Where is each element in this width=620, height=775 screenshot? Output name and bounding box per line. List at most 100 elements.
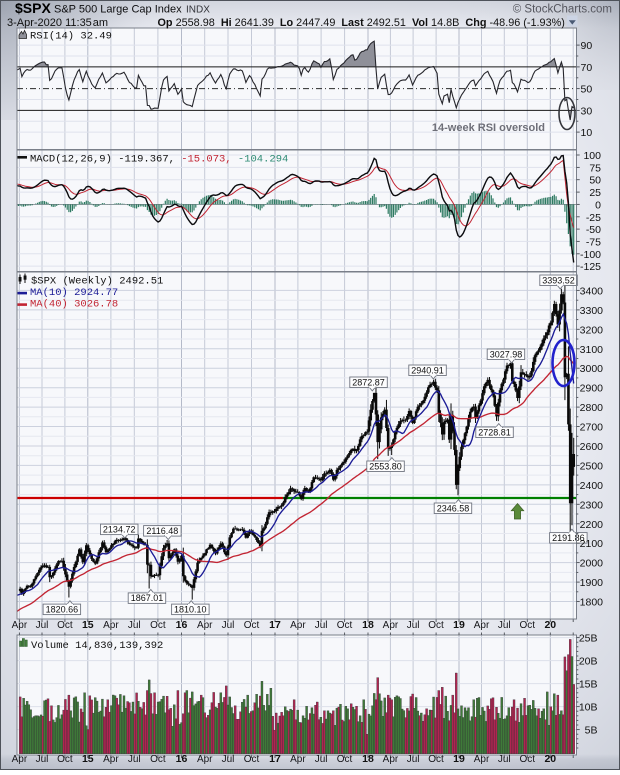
svg-text:Apr: Apr — [103, 620, 119, 631]
svg-text:Jul: Jul — [128, 620, 141, 631]
svg-text:1800: 1800 — [580, 597, 604, 609]
svg-text:16: 16 — [176, 753, 188, 765]
svg-text:20: 20 — [544, 619, 556, 631]
svg-text:Jul: Jul — [315, 754, 328, 765]
svg-text:Jul: Jul — [407, 754, 420, 765]
svg-text:2553.80: 2553.80 — [369, 461, 402, 471]
svg-text:$SPX (Weekly) 2492.51: $SPX (Weekly) 2492.51 — [31, 276, 163, 288]
svg-text:Apr: Apr — [290, 620, 306, 631]
svg-text:17: 17 — [269, 619, 281, 631]
svg-text:17: 17 — [269, 753, 281, 765]
svg-text:2191.86: 2191.86 — [552, 533, 585, 543]
svg-text:2940.91: 2940.91 — [411, 365, 444, 375]
svg-text:Jul: Jul — [222, 620, 235, 631]
svg-text:Oct: Oct — [337, 620, 353, 631]
svg-text:19: 19 — [453, 619, 465, 631]
svg-text:14-week RSI oversold: 14-week RSI oversold — [432, 122, 545, 134]
svg-text:25B: 25B — [579, 633, 598, 645]
svg-text:10B: 10B — [579, 702, 598, 714]
svg-text:2346.58: 2346.58 — [437, 503, 470, 513]
svg-text:10: 10 — [581, 127, 593, 139]
svg-text:20: 20 — [544, 753, 556, 765]
svg-text:Jul: Jul — [36, 754, 49, 765]
svg-text:Oct: Oct — [57, 754, 73, 765]
svg-text:MACD(12,26,9) -119.367,: MACD(12,26,9) -119.367, — [30, 154, 175, 166]
svg-text:Oct: Oct — [150, 754, 166, 765]
svg-text:3400: 3400 — [580, 285, 604, 297]
svg-text:© StockCharts.com: © StockCharts.com — [513, 4, 612, 16]
svg-text:Apr: Apr — [383, 620, 399, 631]
svg-text:Oct: Oct — [520, 754, 536, 765]
svg-text:RSI(14) 32.49: RSI(14) 32.49 — [30, 30, 112, 42]
svg-text:2700: 2700 — [580, 422, 604, 434]
svg-text:18: 18 — [362, 619, 374, 631]
svg-text:Jul: Jul — [498, 754, 511, 765]
svg-text:2800: 2800 — [580, 402, 604, 414]
svg-text:15: 15 — [82, 619, 94, 631]
svg-text:Jul: Jul — [407, 620, 420, 631]
svg-text:3000: 3000 — [580, 363, 604, 375]
svg-text:Oct: Oct — [428, 754, 444, 765]
svg-text:3-Apr-2020 11:35 am: 3-Apr-2020 11:35 am — [7, 17, 108, 29]
svg-text:16: 16 — [176, 619, 188, 631]
svg-text:MA(40) 3026.78: MA(40) 3026.78 — [30, 299, 118, 311]
svg-text:Jul: Jul — [222, 754, 235, 765]
svg-text:-125: -125 — [580, 261, 601, 273]
svg-text:Oct: Oct — [337, 754, 353, 765]
svg-text:Apr: Apr — [383, 754, 399, 765]
svg-text:2872.87: 2872.87 — [352, 377, 385, 387]
svg-text:Oct: Oct — [428, 620, 444, 631]
svg-text:70: 70 — [581, 62, 593, 74]
svg-text:Oct: Oct — [244, 620, 260, 631]
svg-text:Jul: Jul — [128, 754, 141, 765]
svg-text:MA(10) 2924.77: MA(10) 2924.77 — [30, 287, 118, 299]
svg-text:5B: 5B — [585, 725, 598, 737]
svg-text:Jul: Jul — [36, 620, 49, 631]
svg-text:3100: 3100 — [580, 344, 604, 356]
svg-text:2300: 2300 — [580, 499, 604, 511]
svg-text:90: 90 — [581, 40, 593, 52]
svg-text:30: 30 — [581, 105, 593, 117]
svg-text:20B: 20B — [579, 656, 598, 668]
svg-text:Apr: Apr — [197, 620, 213, 631]
svg-text:50: 50 — [581, 84, 593, 96]
svg-text:-15.073,: -15.073, — [181, 154, 231, 166]
svg-text:18: 18 — [362, 753, 374, 765]
svg-text:2900: 2900 — [580, 383, 604, 395]
svg-text:Apr: Apr — [474, 620, 490, 631]
svg-text:19: 19 — [453, 753, 465, 765]
svg-text:3300: 3300 — [580, 305, 604, 317]
svg-text:-50: -50 — [586, 224, 601, 236]
svg-text:-100: -100 — [580, 249, 601, 261]
svg-text:Volume 14,830,139,392: Volume 14,830,139,392 — [31, 640, 163, 652]
svg-text:50: 50 — [589, 175, 601, 187]
svg-text:-75: -75 — [586, 236, 601, 248]
svg-text:Apr: Apr — [12, 620, 28, 631]
svg-text:Apr: Apr — [197, 754, 213, 765]
svg-text:15B: 15B — [579, 679, 598, 691]
svg-text:2600: 2600 — [580, 441, 604, 453]
svg-text:Apr: Apr — [290, 754, 306, 765]
svg-text:100: 100 — [583, 150, 601, 162]
svg-text:-25: -25 — [586, 212, 601, 224]
svg-text:2000: 2000 — [580, 558, 604, 570]
svg-text:Jul: Jul — [315, 620, 328, 631]
svg-text:1867.01: 1867.01 — [131, 593, 164, 603]
svg-text:S&P 500 Large Cap Index: S&P 500 Large Cap Index — [54, 4, 182, 16]
svg-text:Apr: Apr — [474, 754, 490, 765]
svg-text:Op 2558.98 Hi 2641.39 Lo 244: Op 2558.98 Hi 2641.39 Lo 2447.49 Last 24… — [158, 17, 565, 29]
svg-text:$SPX: $SPX — [15, 0, 51, 16]
svg-text:1810.10: 1810.10 — [174, 604, 207, 614]
svg-text:75: 75 — [589, 162, 601, 174]
svg-text:1820.66: 1820.66 — [46, 604, 79, 614]
svg-text:3200: 3200 — [580, 324, 604, 336]
svg-text:2100: 2100 — [580, 538, 604, 550]
svg-text:15: 15 — [82, 753, 94, 765]
svg-text:2200: 2200 — [580, 519, 604, 531]
svg-text:Apr: Apr — [12, 754, 28, 765]
svg-text:Apr: Apr — [103, 754, 119, 765]
svg-text:Oct: Oct — [244, 754, 260, 765]
svg-text:-104.294: -104.294 — [238, 154, 288, 166]
svg-text:1900: 1900 — [580, 577, 604, 589]
svg-text:3027.98: 3027.98 — [490, 349, 523, 359]
